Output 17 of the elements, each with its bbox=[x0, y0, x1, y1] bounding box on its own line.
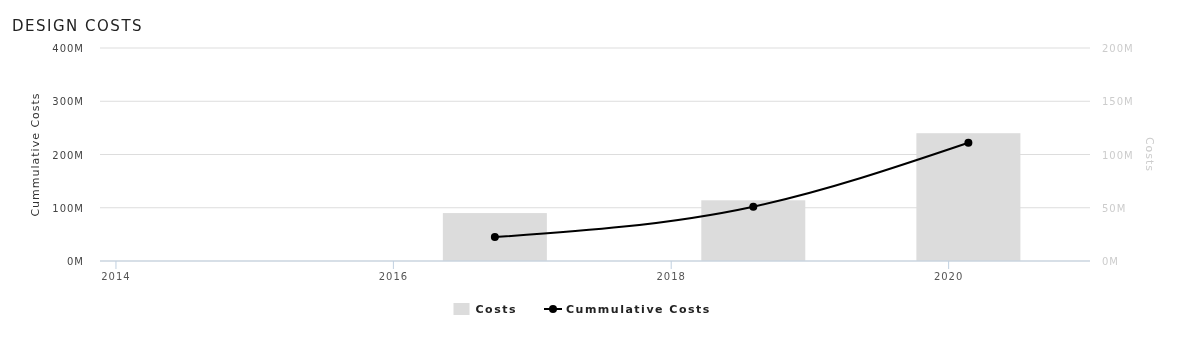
y-tick-label: 0M bbox=[67, 256, 84, 267]
y-tick-label: 400M bbox=[52, 43, 84, 54]
x-tick-label: 2020 bbox=[933, 271, 964, 282]
x-tick-label: 2018 bbox=[656, 271, 686, 282]
legend-label: Cummulative Costs bbox=[566, 303, 711, 316]
x-tick-label: 2014 bbox=[101, 271, 131, 282]
y-axis-title: Cummulative Costs bbox=[29, 92, 42, 217]
chart-title: DESIGN COSTS bbox=[12, 17, 144, 35]
point bbox=[490, 233, 499, 242]
y-tick-label: 200M bbox=[52, 149, 84, 161]
point bbox=[749, 202, 758, 211]
bar bbox=[442, 213, 547, 261]
point bbox=[964, 138, 973, 147]
y-tick-label: 300M bbox=[52, 96, 84, 108]
legend-label: Costs bbox=[475, 303, 517, 316]
y-tick-label: 100M bbox=[52, 202, 84, 214]
x-tick-label: 2016 bbox=[378, 271, 409, 282]
